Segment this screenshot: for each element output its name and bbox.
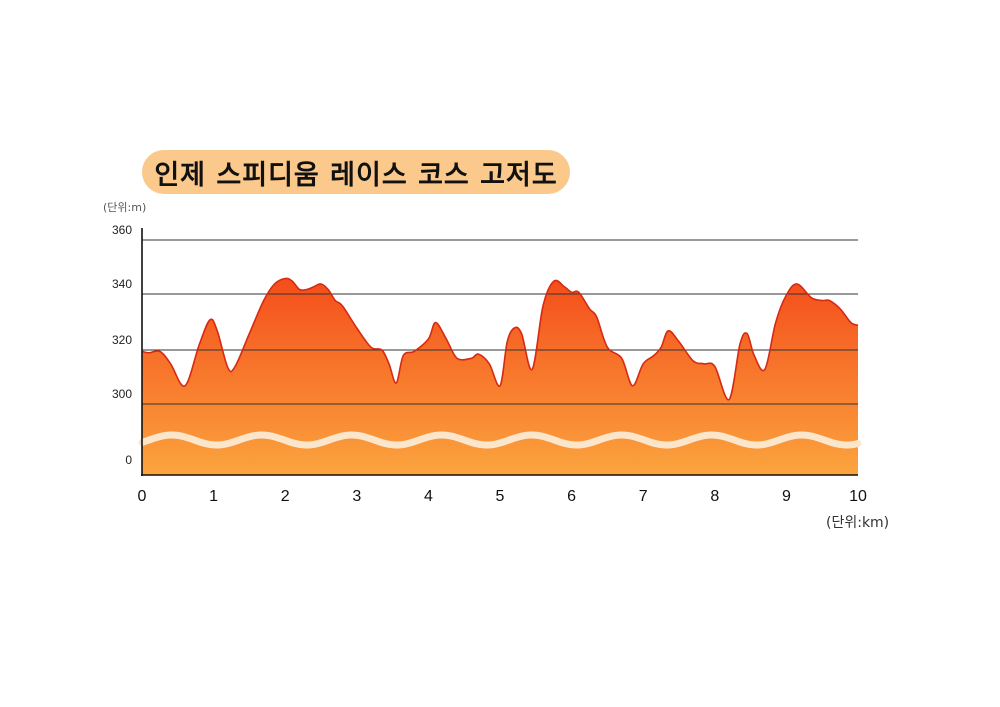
x-tick-label-6: 6	[567, 488, 576, 505]
y-tick-label-360: 360	[112, 223, 132, 237]
y-tick-label-0: 0	[125, 453, 132, 467]
x-tick-label-5: 5	[496, 488, 505, 505]
elevation-area	[142, 278, 858, 475]
x-tick-label-2: 2	[281, 488, 290, 505]
y-axis-unit-label: (단위:m)	[103, 201, 147, 214]
x-axis-unit-label: (단위:km)	[826, 515, 890, 531]
y-tick-label-300: 300	[112, 387, 132, 401]
x-tick-label-1: 1	[209, 488, 218, 505]
y-tick-label-320: 320	[112, 333, 132, 347]
chart-title-badge: 인제 스피디움 레이스 코스 고저도	[142, 150, 570, 194]
x-tick-label-10: 10	[849, 488, 867, 505]
x-tick-label-0: 0	[138, 488, 147, 505]
x-tick-label-3: 3	[352, 488, 361, 505]
y-tick-label-340: 340	[112, 277, 132, 291]
x-tick-label-7: 7	[639, 488, 648, 505]
road-band	[138, 431, 862, 449]
x-tick-label-9: 9	[782, 488, 791, 505]
x-tick-label-4: 4	[424, 488, 433, 505]
elevation-line	[141, 277, 859, 401]
x-tick-label-8: 8	[710, 488, 719, 505]
chart-title: 인제 스피디움 레이스 코스 고저도	[154, 159, 558, 191]
